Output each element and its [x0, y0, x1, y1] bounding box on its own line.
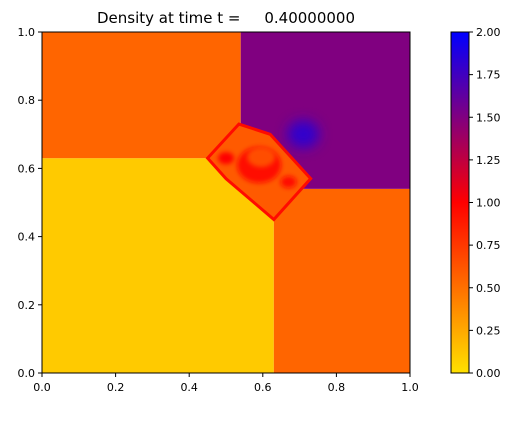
- region-dense-spot: [287, 120, 320, 149]
- y-axis: 0.0 0.2 0.4 0.6 0.8 1.0: [18, 26, 42, 380]
- x-tick-label: 0.8: [328, 381, 346, 394]
- colorbar-axis: 0.00 0.25 0.50 0.75 1.00 1.25 1.50 1.75 2.00: [469, 26, 501, 380]
- colorbar-tick-label: 0.75: [476, 239, 501, 252]
- colorbar-gradient: [450, 31, 470, 374]
- region-lower-left-quadrant: [42, 158, 274, 373]
- colorbar: 0.00 0.25 0.50 0.75 1.00 1.25 1.50 1.75 2.00: [450, 26, 501, 380]
- y-tick-label: 0.2: [18, 299, 36, 312]
- y-tick-label: 0.0: [18, 367, 36, 380]
- colorbar-tick-label: 1.00: [476, 197, 501, 210]
- y-tick-label: 0.8: [18, 94, 36, 107]
- colorbar-tick-label: 2.00: [476, 26, 501, 39]
- plot-area: [42, 32, 410, 373]
- x-tick-label: 0.2: [107, 381, 125, 394]
- colorbar-tick-label: 1.75: [476, 69, 501, 82]
- colorbar-tick-label: 1.50: [476, 111, 501, 124]
- colorbar-tick-label: 0.50: [476, 282, 501, 295]
- y-tick-label: 0.4: [18, 231, 36, 244]
- plot-frame: [41, 31, 411, 374]
- shock-edge-right: [280, 176, 297, 189]
- x-tick-label: 0.0: [33, 381, 51, 394]
- colorbar-tick-label: 0.00: [476, 367, 501, 380]
- x-axis: 0.0 0.2 0.4 0.6 0.8 1.0: [33, 373, 419, 394]
- x-tick-label: 1.0: [401, 381, 419, 394]
- y-tick-label: 1.0: [18, 26, 36, 39]
- colorbar-tick-label: 1.25: [476, 154, 501, 167]
- colorbar-tick-label: 0.25: [476, 324, 501, 337]
- x-tick-label: 0.6: [254, 381, 272, 394]
- x-tick-label: 0.4: [180, 381, 198, 394]
- central-lobe: [247, 146, 276, 167]
- shock-edge-left: [218, 152, 234, 165]
- region-upper-left-quadrant: [42, 32, 241, 159]
- chart-title: Density at time t = 0.40000000: [97, 9, 355, 27]
- y-tick-label: 0.6: [18, 162, 36, 175]
- region-lower-right-quadrant: [273, 188, 410, 373]
